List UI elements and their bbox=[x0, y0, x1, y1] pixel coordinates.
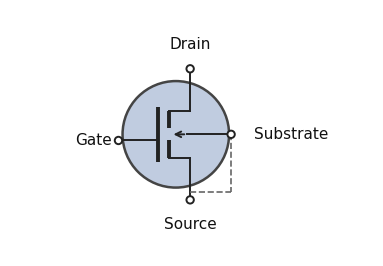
Text: Gate: Gate bbox=[75, 133, 112, 148]
Text: Drain: Drain bbox=[169, 37, 211, 52]
Circle shape bbox=[187, 196, 194, 203]
Text: Substrate: Substrate bbox=[254, 127, 328, 142]
Circle shape bbox=[228, 131, 235, 138]
Text: Source: Source bbox=[164, 217, 216, 232]
Circle shape bbox=[115, 137, 122, 144]
Circle shape bbox=[187, 65, 194, 72]
Circle shape bbox=[123, 81, 229, 188]
